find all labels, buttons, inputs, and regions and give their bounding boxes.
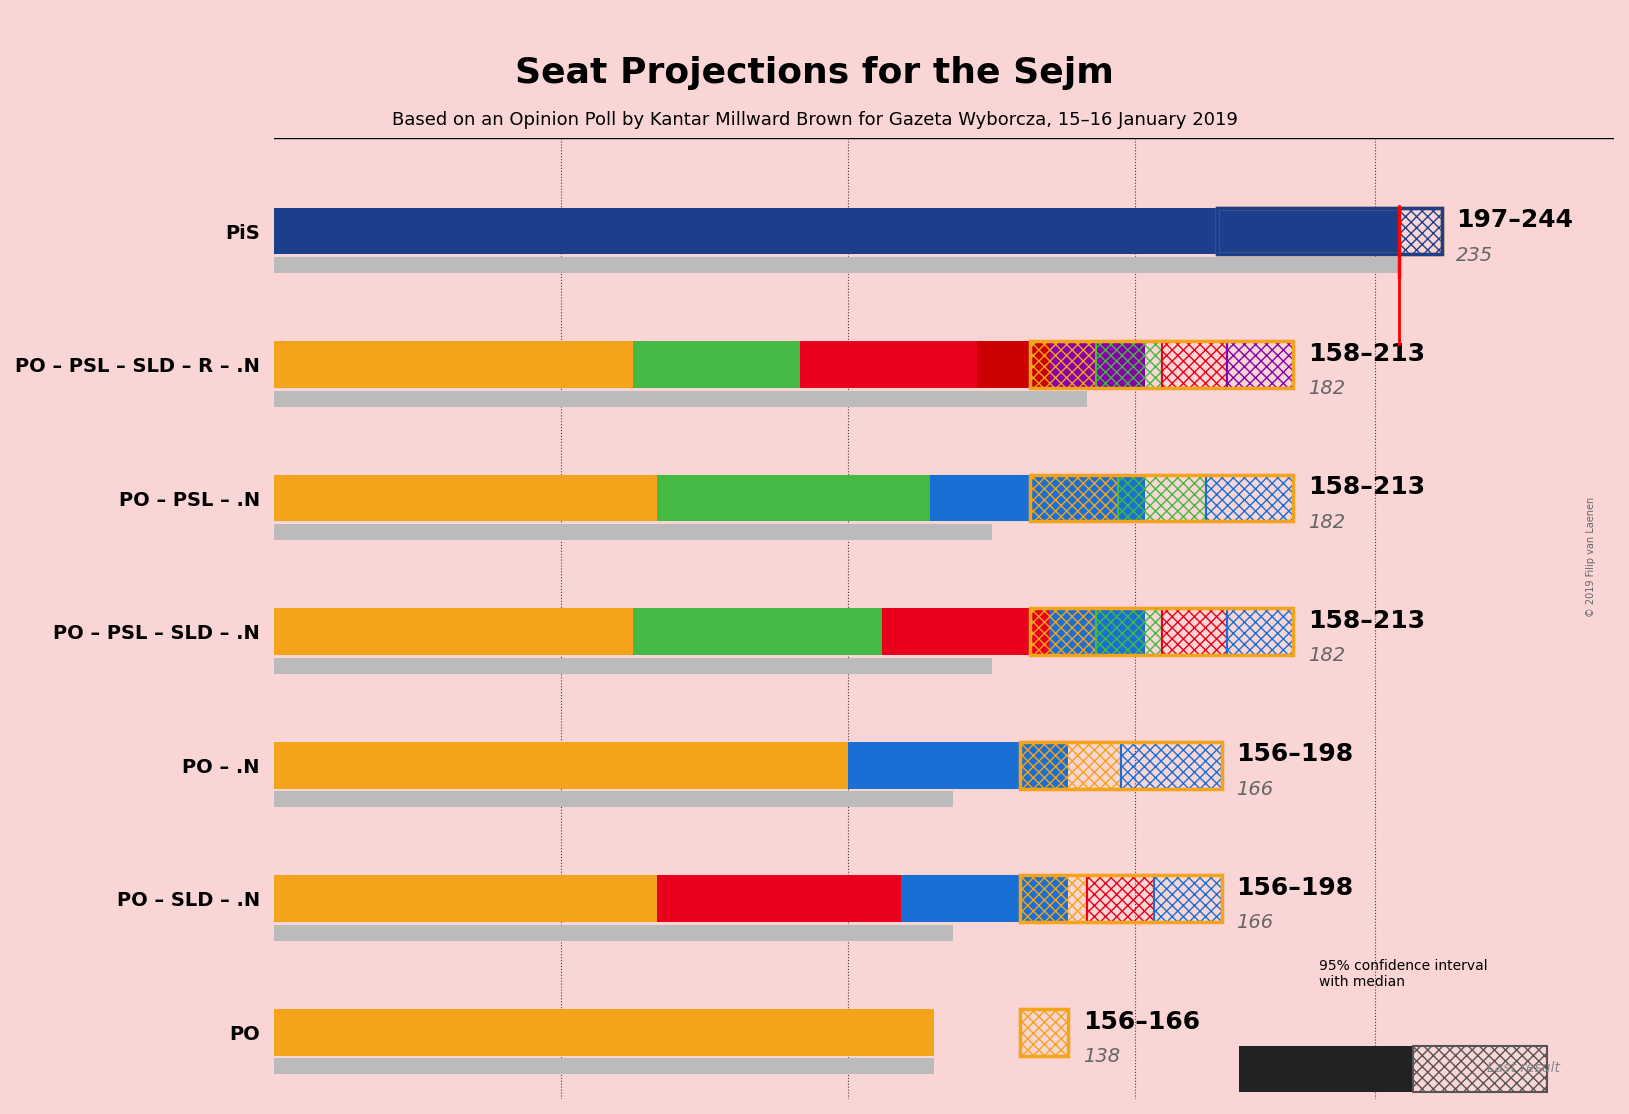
Bar (1228, 608, 1293, 655)
Text: 166: 166 (1236, 913, 1272, 932)
Bar (1161, 341, 1228, 388)
Text: 197–244: 197–244 (1456, 208, 1574, 233)
Text: Based on an Opinion Poll by Kantar Millward Brown for Gazeta Wyborcza, 15–16 Jan: Based on an Opinion Poll by Kantar Millw… (391, 111, 1238, 129)
Bar (1030, 608, 1293, 655)
Text: 158–213: 158–213 (1308, 342, 1425, 365)
Bar (849, 742, 1069, 789)
Text: 95% confidence interval
with median: 95% confidence interval with median (1319, 959, 1487, 989)
Bar (1020, 1009, 1069, 1056)
Bar (656, 475, 930, 521)
Bar (1161, 608, 1228, 655)
Bar (274, 876, 656, 922)
Bar (977, 341, 1049, 388)
Bar (274, 742, 849, 789)
Bar (1217, 207, 1442, 254)
Text: 235: 235 (1456, 245, 1494, 264)
Text: 182: 182 (1308, 646, 1346, 665)
Text: 138: 138 (1083, 1047, 1119, 1066)
Bar (1217, 207, 1442, 254)
Bar (274, 791, 953, 808)
Bar (1205, 475, 1293, 521)
Bar (1155, 876, 1222, 922)
Bar (1020, 876, 1088, 922)
Bar (1020, 742, 1222, 789)
Bar (1238, 1046, 1412, 1093)
Bar (274, 475, 656, 521)
Bar (274, 1009, 935, 1056)
Bar (274, 925, 953, 940)
Bar (274, 257, 1399, 273)
Bar (632, 341, 800, 388)
Bar (274, 1058, 935, 1074)
Text: Last result: Last result (1487, 1062, 1561, 1075)
Bar (1030, 475, 1117, 521)
Bar (1020, 876, 1222, 922)
Bar (1020, 1009, 1069, 1056)
Bar (1020, 742, 1121, 789)
Bar (656, 876, 901, 922)
Bar (1030, 341, 1096, 388)
Bar (1117, 475, 1205, 521)
Text: 156–198: 156–198 (1236, 742, 1354, 766)
Bar (800, 341, 977, 388)
Text: 158–213: 158–213 (1308, 609, 1425, 633)
Bar (1217, 207, 1442, 254)
Bar (1030, 475, 1293, 521)
Text: 182: 182 (1308, 379, 1346, 398)
Bar (274, 608, 632, 655)
Text: 166: 166 (1236, 780, 1272, 799)
Bar (274, 341, 632, 388)
Text: Seat Projections for the Sejm: Seat Projections for the Sejm (515, 56, 1114, 90)
Text: 182: 182 (1308, 512, 1346, 531)
Bar (274, 207, 1399, 254)
Bar (274, 391, 1088, 407)
Bar (881, 608, 1049, 655)
Bar (274, 524, 992, 540)
Bar (632, 608, 881, 655)
Bar (930, 475, 1145, 521)
Bar (1030, 608, 1096, 655)
Text: 156–198: 156–198 (1236, 876, 1354, 900)
Bar (1096, 608, 1161, 655)
Bar (1096, 341, 1161, 388)
Bar (1049, 608, 1145, 655)
Bar (1088, 876, 1155, 922)
Bar (1030, 341, 1293, 388)
Bar (1049, 341, 1145, 388)
Bar (274, 657, 992, 674)
Bar (1412, 1046, 1548, 1093)
Text: 158–213: 158–213 (1308, 476, 1425, 499)
Bar (1228, 341, 1293, 388)
Bar (1121, 742, 1222, 789)
Text: © 2019 Filip van Laenen: © 2019 Filip van Laenen (1587, 497, 1596, 617)
Bar (901, 876, 1069, 922)
Text: 156–166: 156–166 (1083, 1009, 1201, 1034)
